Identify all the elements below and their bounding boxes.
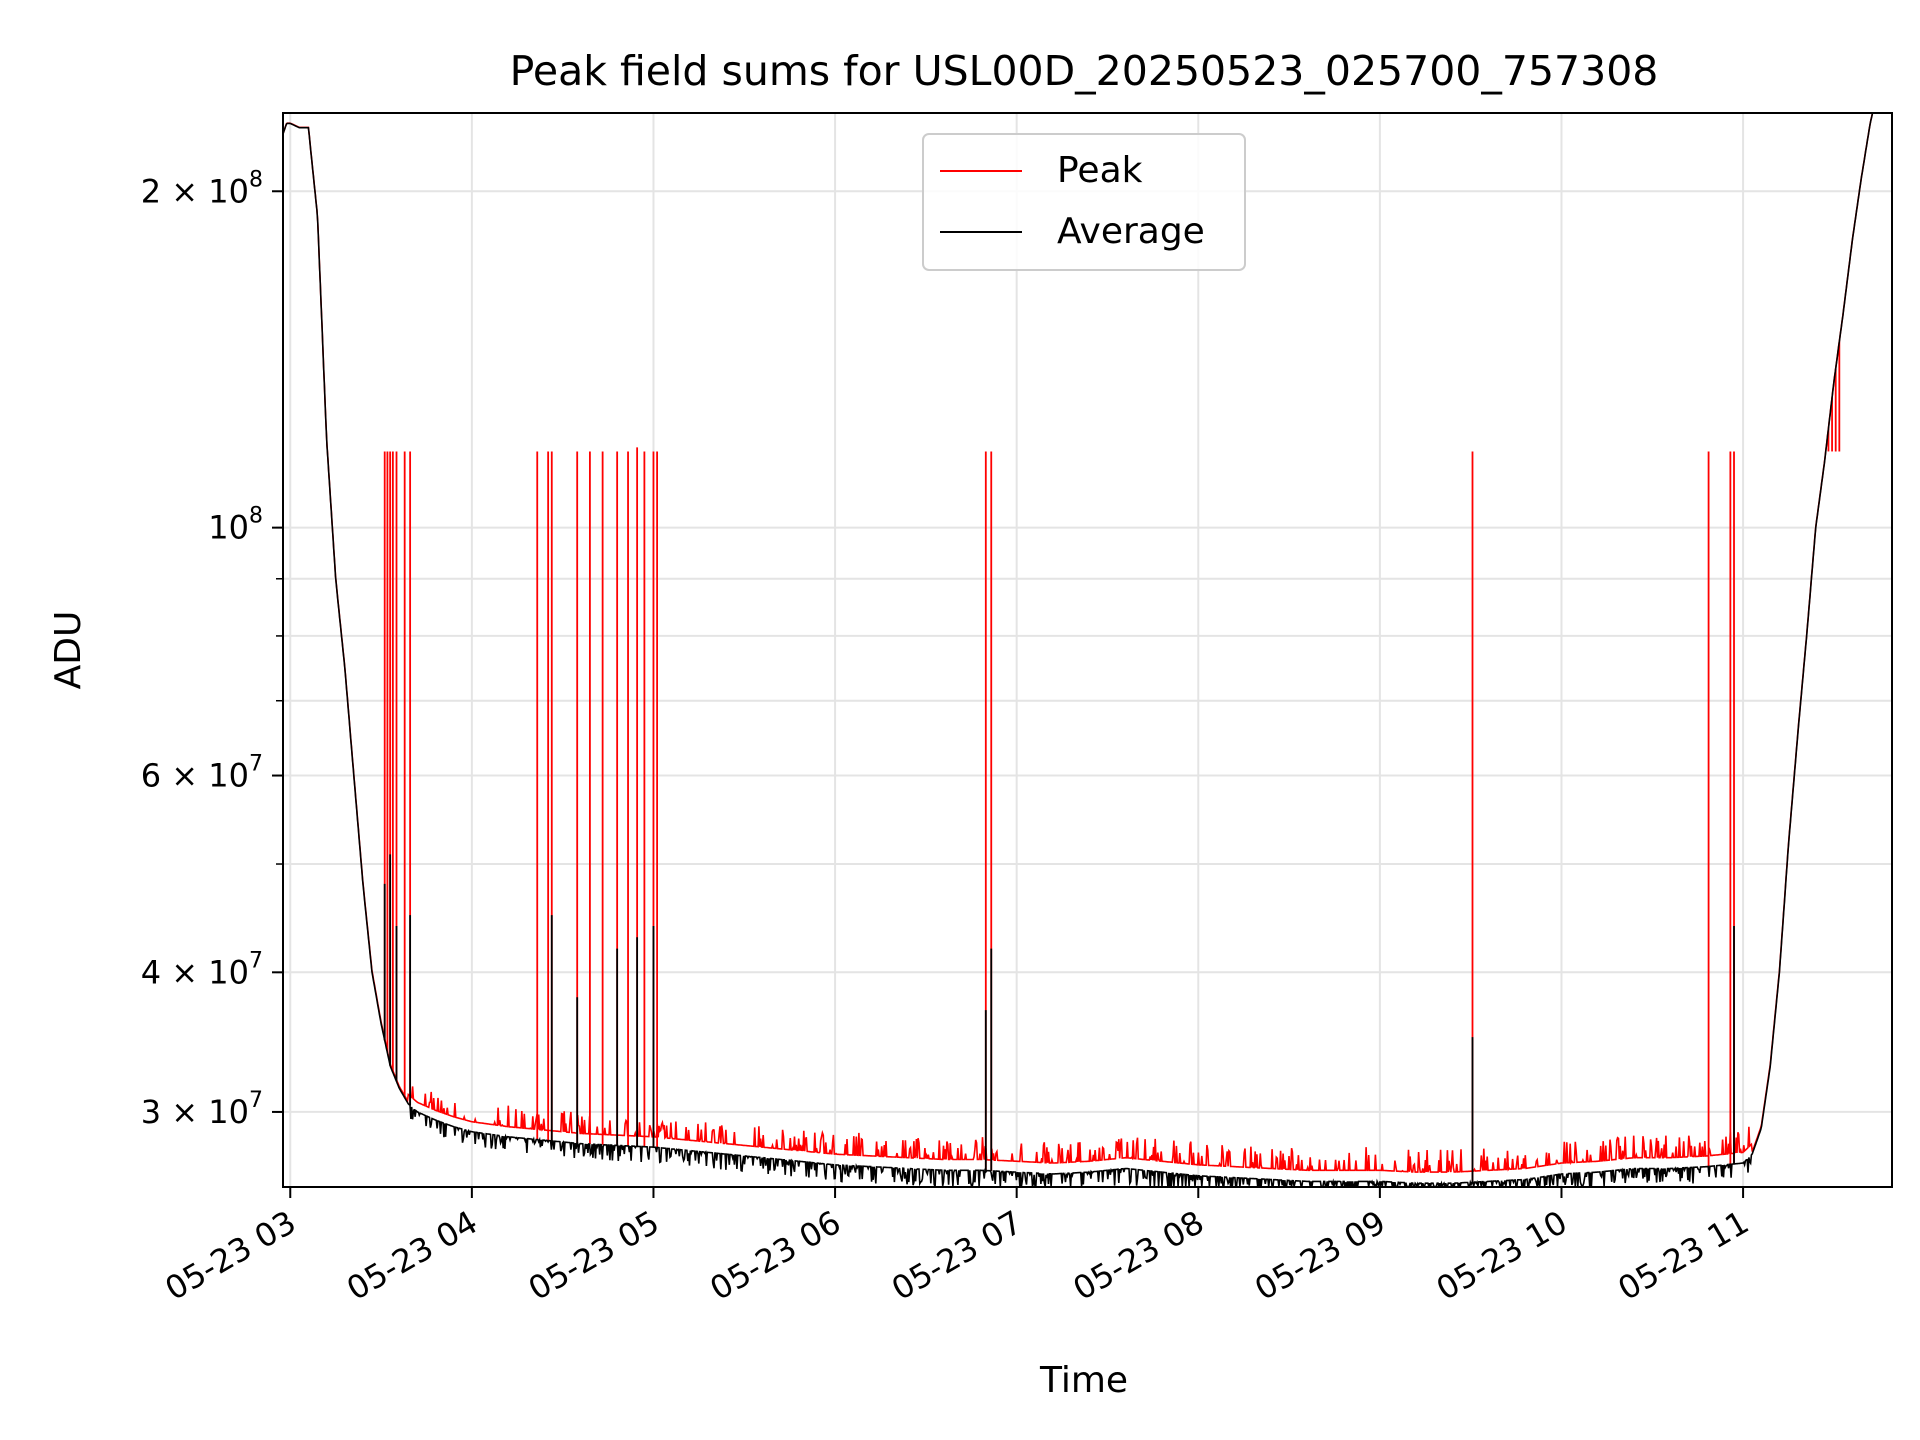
- y-axis-label: ADU: [48, 611, 89, 690]
- x-axis-label: Time: [1039, 1360, 1128, 1401]
- legend: Peak Average: [922, 133, 1246, 271]
- series-peak: [283, 113, 1874, 1183]
- chart-title: Peak field sums for USL00D_20250523_0257…: [510, 47, 1659, 95]
- series-layer: [283, 113, 1874, 1187]
- plot-frame: [282, 112, 1893, 1188]
- series-average: [283, 113, 1874, 1187]
- legend-label-peak: Peak: [1057, 150, 1143, 191]
- legend-box: [922, 133, 1246, 271]
- y-tick-label: 3 × 107: [141, 1088, 263, 1131]
- legend-label-average: Average: [1057, 211, 1205, 252]
- average-line: [283, 113, 1874, 1187]
- y-tick-label: 6 × 107: [141, 752, 263, 795]
- y-tick-label: 2 × 108: [141, 167, 263, 210]
- y-tick-label: 4 × 107: [141, 948, 263, 991]
- y-tick-label: 108: [208, 504, 263, 547]
